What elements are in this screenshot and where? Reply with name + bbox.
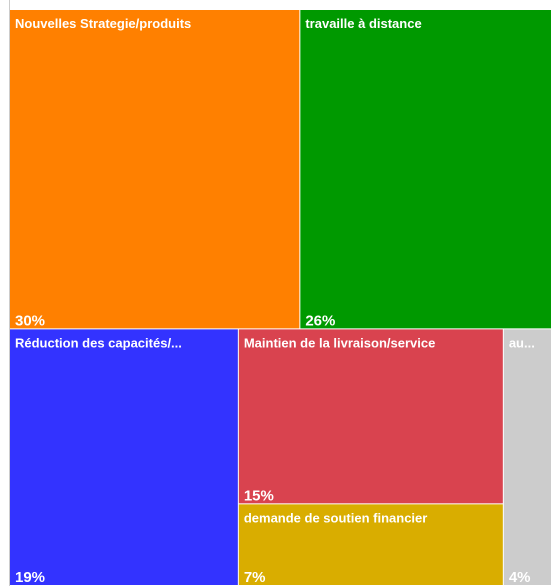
value-label: 15% bbox=[244, 487, 274, 504]
value-label: 4% bbox=[509, 569, 531, 586]
treemap-cell bbox=[300, 10, 551, 329]
treemap-cell bbox=[10, 329, 238, 585]
value-label: 7% bbox=[244, 569, 266, 586]
cell-label: au... bbox=[509, 335, 535, 350]
treemap-cell bbox=[238, 329, 503, 504]
cell-label: Nouvelles Strategie/produits bbox=[15, 16, 191, 31]
cell-label: demande de soutien financier bbox=[244, 510, 428, 525]
treemap-cell bbox=[503, 329, 551, 585]
treemap-cell bbox=[10, 10, 300, 329]
value-label: 30% bbox=[15, 312, 45, 329]
value-label: 26% bbox=[305, 312, 335, 329]
cell-label: travaille à distance bbox=[305, 16, 421, 31]
cell-label: Maintien de la livraison/service bbox=[244, 335, 435, 350]
cell-label: Réduction des capacités/... bbox=[15, 335, 182, 350]
value-label: 19% bbox=[15, 569, 45, 586]
treemap-cell bbox=[238, 504, 503, 585]
